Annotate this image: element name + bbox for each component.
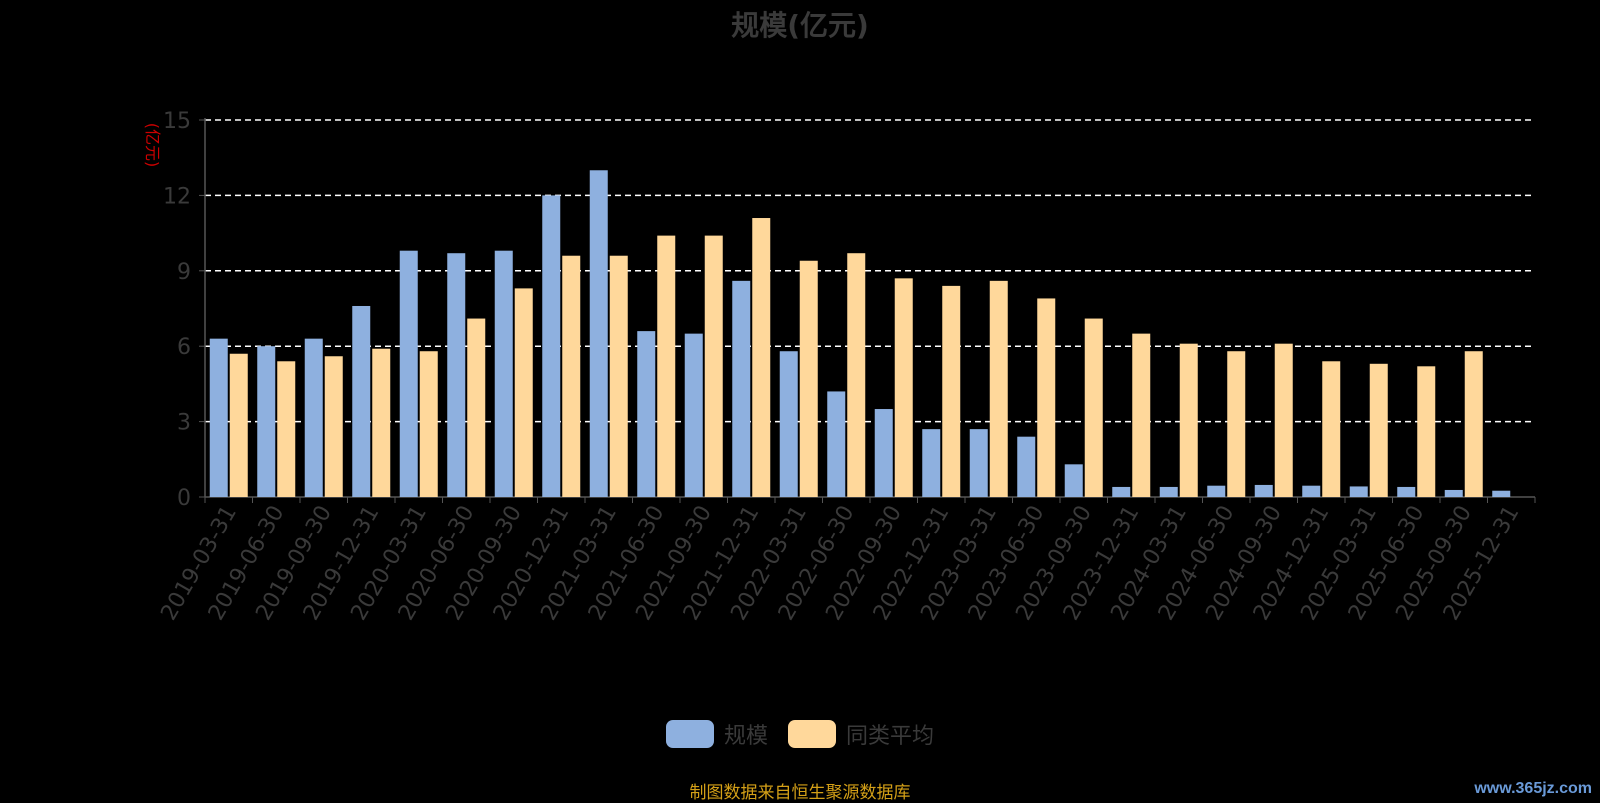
- tick-labels: 03691215(亿元)2019-03-312019-06-302019-09-…: [143, 109, 1524, 625]
- bar-scale: [1159, 486, 1178, 497]
- bar-category-average: [847, 253, 866, 497]
- bar-category-average: [467, 318, 486, 497]
- bar-category-average: [1322, 361, 1341, 497]
- y-tick-label: 0: [177, 486, 191, 511]
- bar-scale: [874, 409, 893, 497]
- bar-scale: [447, 253, 466, 497]
- source-note: 制图数据来自恒生聚源数据库: [689, 783, 911, 803]
- bar-category-average: [277, 361, 296, 497]
- bar-category-average: [1037, 298, 1056, 497]
- bar-category-average: [657, 235, 676, 497]
- legend-label: 规模: [723, 724, 768, 749]
- y-tick-label: 15: [163, 109, 191, 134]
- bar-scale: [304, 338, 323, 497]
- bar-scale: [1064, 464, 1083, 497]
- bar-scale: [684, 333, 703, 497]
- bar-category-average: [324, 356, 343, 497]
- y-axis-label: (亿元): [143, 123, 162, 168]
- chart-title: 规模(亿元): [731, 9, 869, 42]
- bar-scale: [1254, 484, 1273, 497]
- legend: 规模 同类平均: [0, 718, 1600, 754]
- bar-scale: [399, 250, 418, 497]
- bar-scale: [1397, 486, 1416, 497]
- bar-scale: [1017, 436, 1036, 497]
- bar-category-average: [609, 255, 628, 497]
- bar-scale: [637, 331, 656, 497]
- legend-item-category-average[interactable]: 同类平均: [788, 718, 934, 750]
- bar-category-average: [1417, 366, 1436, 497]
- bar-category-average: [1369, 363, 1388, 497]
- bar-scale: [352, 305, 371, 497]
- bar-category-average: [372, 348, 391, 497]
- bar-category-average: [894, 278, 913, 497]
- bar-scale: [542, 195, 561, 497]
- y-tick-label: 6: [177, 335, 191, 360]
- bar-scale: [922, 429, 941, 497]
- bar-scale: [1112, 486, 1131, 497]
- bar-category-average: [229, 353, 248, 497]
- bar-scale: [969, 429, 988, 497]
- y-tick-label: 9: [177, 260, 191, 285]
- bar-category-average: [752, 218, 771, 497]
- bar-scale: [779, 351, 798, 497]
- bar-category-average: [1227, 351, 1246, 497]
- bar-category-average: [799, 260, 818, 497]
- legend-label: 同类平均: [846, 724, 935, 749]
- bar-scale: [209, 338, 228, 497]
- bar-category-average: [1179, 343, 1198, 497]
- bar-scale: [1302, 485, 1321, 497]
- bar-chart: 03691215(亿元)2019-03-312019-06-302019-09-…: [143, 109, 1536, 625]
- bar-scale: [494, 250, 513, 497]
- legend-swatch: [788, 720, 836, 748]
- legend-swatch: [665, 720, 714, 748]
- y-tick-label: 3: [177, 411, 191, 436]
- bar-scale: [1207, 485, 1226, 497]
- bar-category-average: [942, 285, 961, 497]
- bar-category-average: [514, 288, 533, 497]
- bar-scale: [827, 391, 846, 497]
- bar-category-average: [419, 351, 438, 497]
- bar-category-average: [1132, 333, 1151, 497]
- bar-category-average: [1464, 351, 1483, 497]
- bar-scale: [1349, 486, 1368, 497]
- bar-category-average: [989, 280, 1008, 497]
- y-tick-label: 12: [163, 184, 191, 209]
- legend-item-scale[interactable]: 规模: [665, 718, 768, 750]
- bar-scale: [1492, 490, 1511, 497]
- bar-scale: [589, 170, 608, 497]
- bar-scale: [1444, 489, 1463, 497]
- watermark: www.365jz.com: [1474, 780, 1592, 797]
- bar-category-average: [1084, 318, 1103, 497]
- bar-category-average: [704, 235, 723, 497]
- bar-scale: [732, 280, 751, 497]
- bar-category-average: [562, 255, 581, 497]
- bar-scale: [257, 346, 276, 497]
- bars: [209, 170, 1511, 497]
- bar-category-average: [1274, 343, 1293, 497]
